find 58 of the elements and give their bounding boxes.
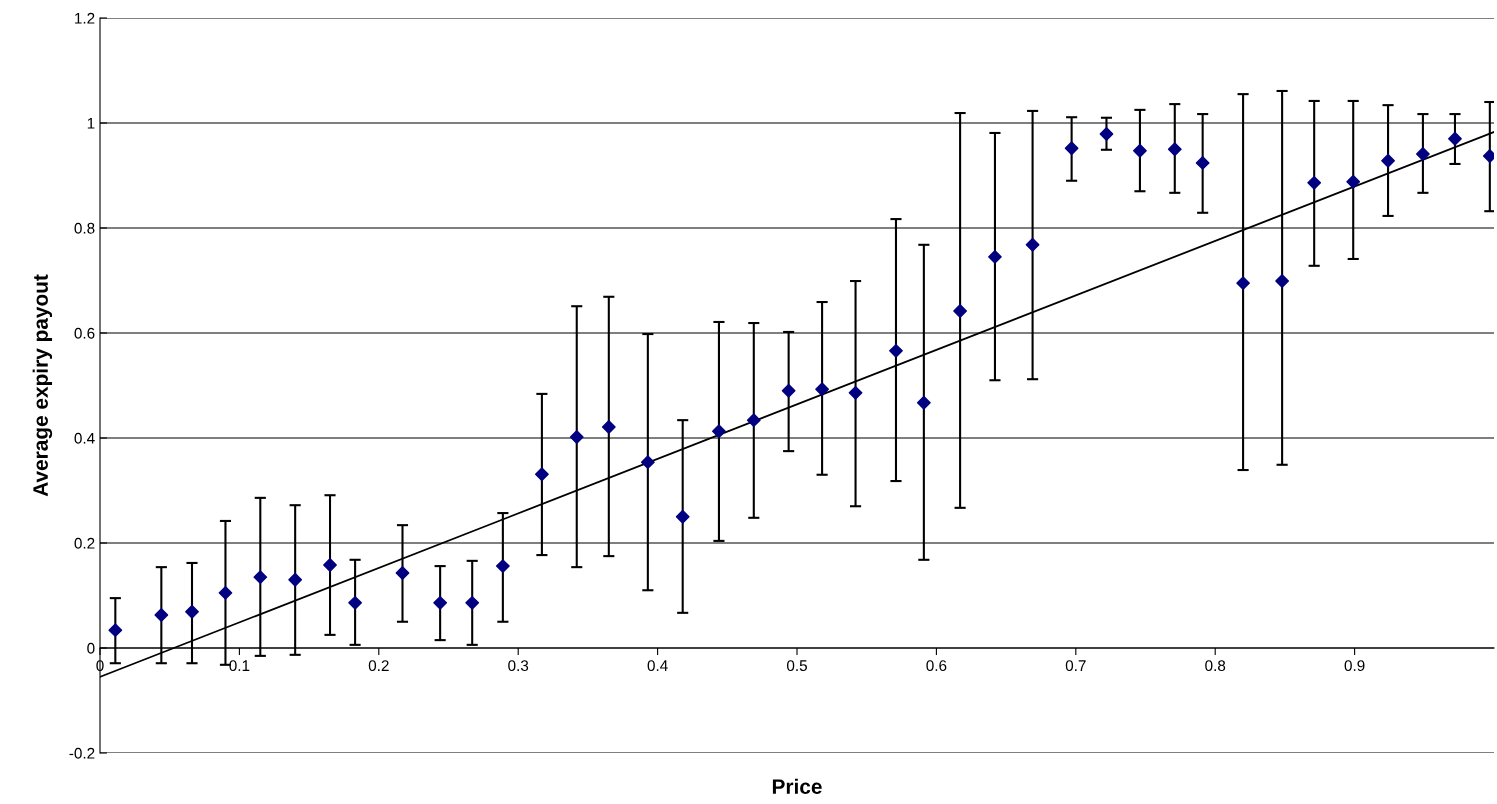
point <box>889 343 903 358</box>
point <box>465 595 480 610</box>
point <box>1133 143 1147 158</box>
point <box>433 595 448 610</box>
x-tick-label: 0.3 <box>508 660 529 672</box>
point <box>154 608 169 622</box>
point <box>288 572 303 587</box>
point <box>916 395 931 410</box>
point <box>1307 175 1322 190</box>
x-tick-label: 0.8 <box>1205 660 1226 672</box>
point <box>534 467 549 482</box>
point <box>1167 142 1182 157</box>
point <box>953 304 968 318</box>
x-tick-label: 0.5 <box>786 660 807 672</box>
point <box>1381 153 1395 168</box>
y-tick-label: 0.4 <box>74 432 95 444</box>
point <box>348 595 363 610</box>
point <box>1236 276 1250 291</box>
point <box>746 413 761 428</box>
x-tick-label: 0.6 <box>926 660 947 672</box>
y-tick-label: 0.8 <box>74 222 95 234</box>
y-tick-label: -0.2 <box>69 747 95 759</box>
point <box>1416 147 1430 161</box>
y-tick-label: 1.2 <box>75 12 95 24</box>
point <box>640 455 655 470</box>
point <box>815 382 830 397</box>
point <box>218 585 233 600</box>
point <box>108 623 123 638</box>
point <box>675 509 690 524</box>
point <box>601 420 616 434</box>
y-tick-label: 1 <box>87 118 95 129</box>
x-axis-title: Price <box>772 778 822 795</box>
point <box>185 604 199 619</box>
y-tick-label: 0.6 <box>74 327 95 339</box>
y-tick-label: 0 <box>87 642 95 654</box>
x-tick-label: 0.1 <box>229 660 250 672</box>
x-tick-label: 0.2 <box>368 660 389 672</box>
point <box>1064 141 1079 156</box>
point <box>569 430 584 444</box>
point <box>848 385 863 400</box>
y-axis-title: Average expiry payout <box>32 274 53 497</box>
point <box>1275 274 1290 288</box>
y-tick-label: 0.2 <box>74 537 95 549</box>
point <box>495 559 510 574</box>
point <box>323 558 337 572</box>
x-tick-label: 0.7 <box>1065 660 1086 672</box>
point <box>781 383 796 398</box>
point <box>395 566 410 580</box>
x-tick-label: 0.4 <box>647 660 668 672</box>
point <box>1099 127 1114 141</box>
point <box>1195 155 1210 170</box>
point <box>712 424 726 439</box>
point <box>988 249 1002 264</box>
point <box>1448 131 1462 146</box>
point <box>1025 237 1040 252</box>
x-tick-label: 0.9 <box>1344 660 1365 672</box>
point <box>1346 174 1361 189</box>
point <box>253 570 268 585</box>
